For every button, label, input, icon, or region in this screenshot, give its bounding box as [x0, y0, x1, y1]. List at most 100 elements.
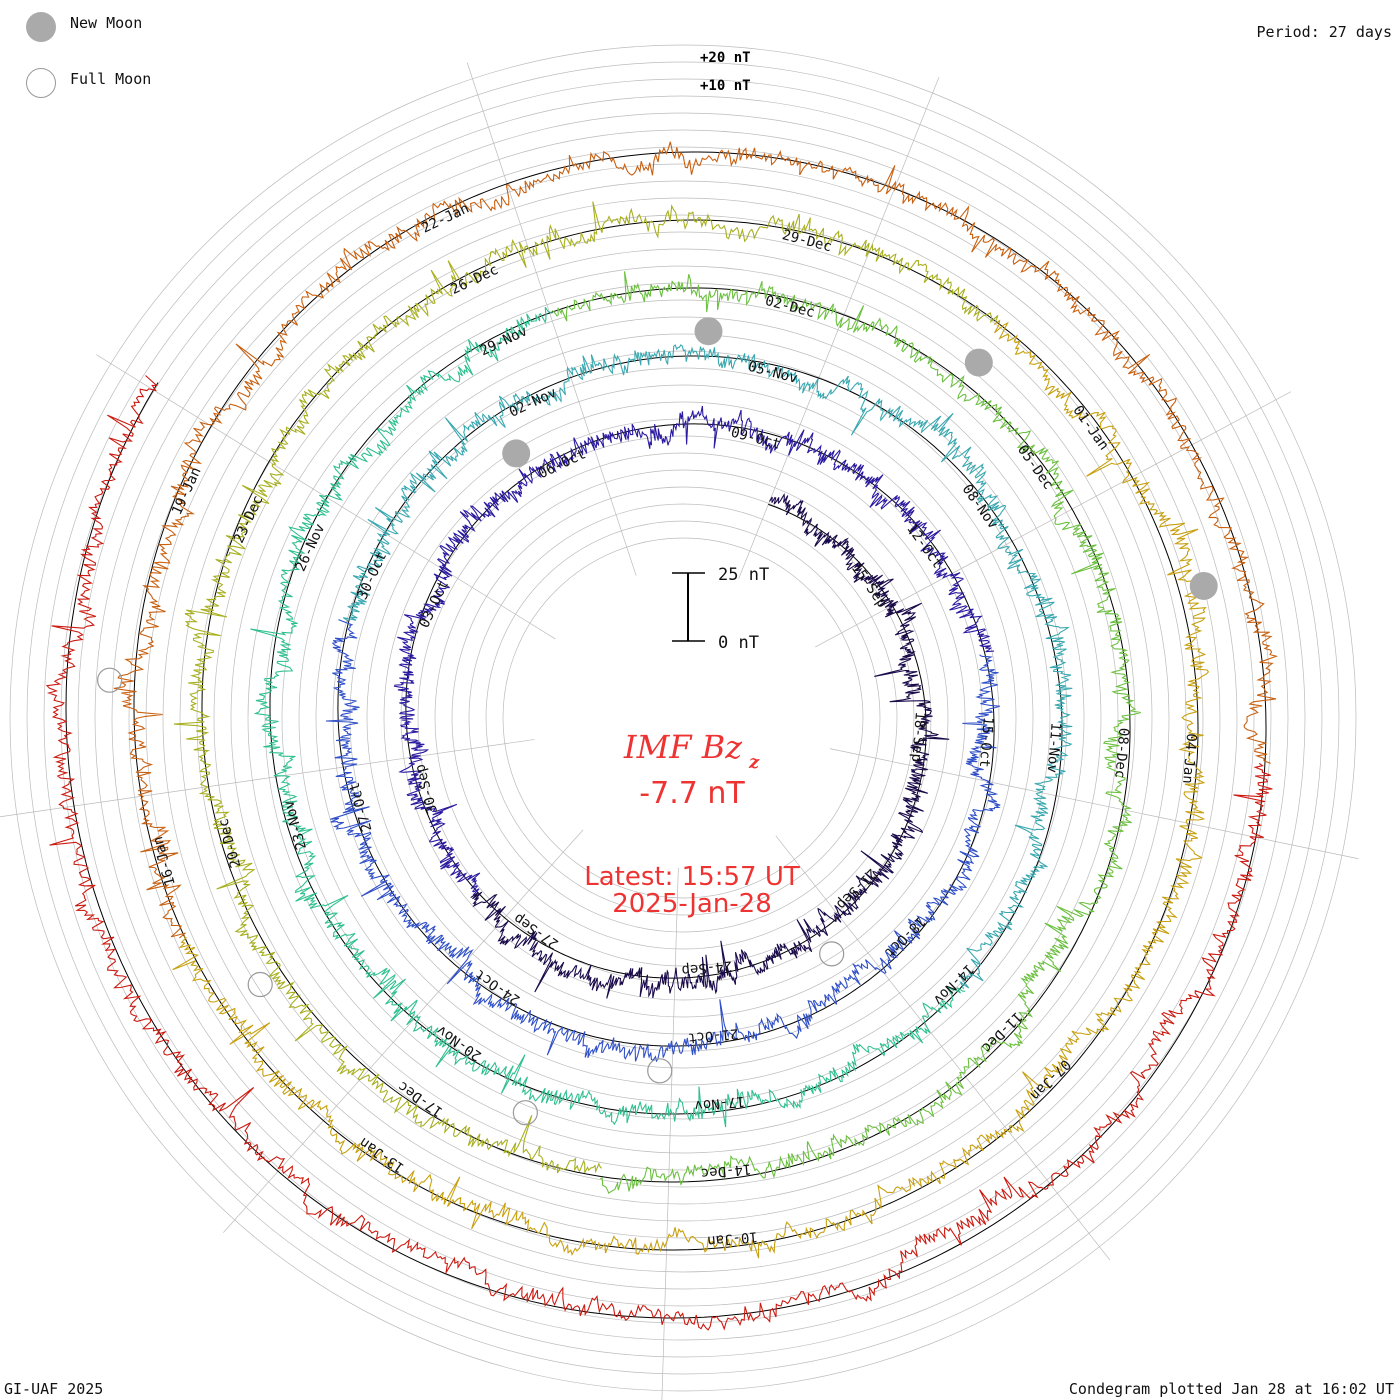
bz-trace-segment [342, 344, 1073, 990]
date-label: 11-Nov [1044, 722, 1064, 774]
grid-spoke [223, 829, 584, 1233]
new-moon-marker [502, 439, 531, 468]
grid-spoke [0, 739, 535, 818]
legend-full-moon: Full Moon [70, 70, 152, 88]
date-label: 09-Oct [729, 425, 782, 453]
grid-ring [281, 316, 1085, 1120]
grid-ring [468, 503, 898, 933]
date-label: 23-Dec [231, 493, 267, 546]
bz-traces [45, 141, 1279, 1331]
date-label: 21-Oct [687, 1025, 739, 1046]
grid-ring [434, 469, 932, 967]
date-label: 14-Dec [700, 1160, 752, 1181]
grid-ring [213, 248, 1153, 1188]
scale-top-label: 25 nT [718, 565, 769, 585]
ring-label-20: +20 nT [700, 50, 751, 66]
grid-ring [315, 350, 1051, 1086]
grid-ring [162, 197, 1204, 1239]
grid-ring [247, 282, 1119, 1154]
scale-bar: 25 nT 0 nT [672, 565, 769, 653]
period-label: Period: 27 days [1256, 23, 1392, 41]
date-label: 08-Dec [1111, 727, 1131, 779]
new-moon-marker [964, 348, 993, 377]
date-label: 29-Nov [478, 323, 531, 359]
date-label: 19-Jan [169, 465, 205, 518]
grid-spoke [466, 62, 637, 576]
date-label: 17-Dec [395, 1078, 446, 1120]
grid-ring [196, 231, 1170, 1205]
grid-ring [264, 299, 1102, 1137]
bz-trace-segment [172, 319, 1210, 1259]
grid-ring [26, 61, 1340, 1375]
new-moon-marker [1189, 571, 1218, 600]
grid-ring [451, 486, 915, 950]
grid-spoke [96, 354, 556, 640]
plotted-timestamp: Condegram plotted Jan 28 at 16:02 UT [1068, 1380, 1394, 1398]
date-label: 11-Dec [978, 1008, 1025, 1055]
date-label: 29-Dec [780, 227, 833, 255]
date-label: 02-Dec [763, 293, 816, 321]
title-subscript: z [748, 752, 760, 773]
bz-trace-segment [551, 271, 1141, 1195]
date-label: 26-Dec [448, 262, 501, 298]
grid-ring [77, 112, 1289, 1324]
date-label: 23-Nov [281, 798, 310, 851]
date-label: 02-Nov [507, 385, 560, 421]
date-label: 16-Jan [150, 835, 179, 888]
bz-trace-segment [393, 405, 995, 896]
grid-ring [128, 163, 1238, 1273]
date-label: 06-Oct [536, 446, 589, 482]
latest-date: 2025-Jan-28 [612, 889, 772, 919]
grid-ring [332, 367, 1034, 1069]
grid-ring [145, 180, 1221, 1256]
date-label: 05-Dec [1014, 442, 1056, 492]
legend-new-moon: New Moon [70, 14, 143, 32]
chart-title: IMF Bz [623, 728, 743, 766]
grid-ring [230, 265, 1136, 1171]
date-labels: 15-Sep18-Sep21-Sep24-Sep27-Sep30-Sep03-O… [150, 200, 1199, 1248]
date-label: 22-Jan [419, 200, 472, 236]
grid-ring [111, 146, 1255, 1290]
date-label: 12-Oct [903, 521, 945, 571]
full-moon-marker [512, 1100, 538, 1126]
credit-label: GI-UAF 2025 [4, 1380, 104, 1398]
grid-spoke [775, 835, 1111, 1261]
date-label: 07-Jan [1027, 1056, 1074, 1103]
date-label: 17-Nov [694, 1093, 746, 1114]
date-label: 18-Sep [908, 711, 928, 763]
new-moon-marker [694, 317, 723, 346]
full-moon-marker [97, 667, 123, 693]
grid-ring [94, 129, 1272, 1307]
grid-ring [298, 333, 1068, 1103]
date-label: 05-Nov [746, 359, 799, 387]
latest-time: Latest: 15:57 UT [584, 862, 800, 892]
full-moon-marker [819, 941, 845, 967]
grid-spoke [738, 77, 940, 579]
grid-spoke [661, 867, 679, 1400]
full-moon-icon [26, 68, 56, 98]
scale-bottom-label: 0 nT [718, 633, 759, 653]
date-label: 15-Oct [976, 716, 996, 768]
date-label: 10-Jan [707, 1228, 759, 1249]
new-moon-icon [26, 12, 56, 42]
date-label: 14-Nov [930, 961, 977, 1008]
date-label: 04-Jan [1179, 733, 1199, 785]
date-label: 03-Oct [416, 578, 452, 631]
date-label: 18-Oct [881, 913, 928, 960]
bz-trace-segment [173, 201, 999, 1174]
date-label: 20-Dec [216, 817, 245, 870]
full-moon-marker [647, 1058, 673, 1084]
grid-ring [366, 401, 1000, 1035]
moon-markers [97, 317, 1218, 1126]
ring-label-10: +10 nT [700, 78, 751, 94]
bz-trace-segment [470, 493, 950, 999]
grid-ring [502, 537, 864, 899]
latest-value: -7.7 nT [639, 776, 745, 811]
date-label: 24-Sep [681, 957, 733, 978]
grid-ring [60, 95, 1306, 1341]
grid-ring [383, 418, 983, 1018]
grid-ring [485, 520, 881, 916]
grid-ring [43, 78, 1323, 1358]
full-moon-marker [247, 971, 273, 998]
polar-grid [0, 44, 1359, 1400]
